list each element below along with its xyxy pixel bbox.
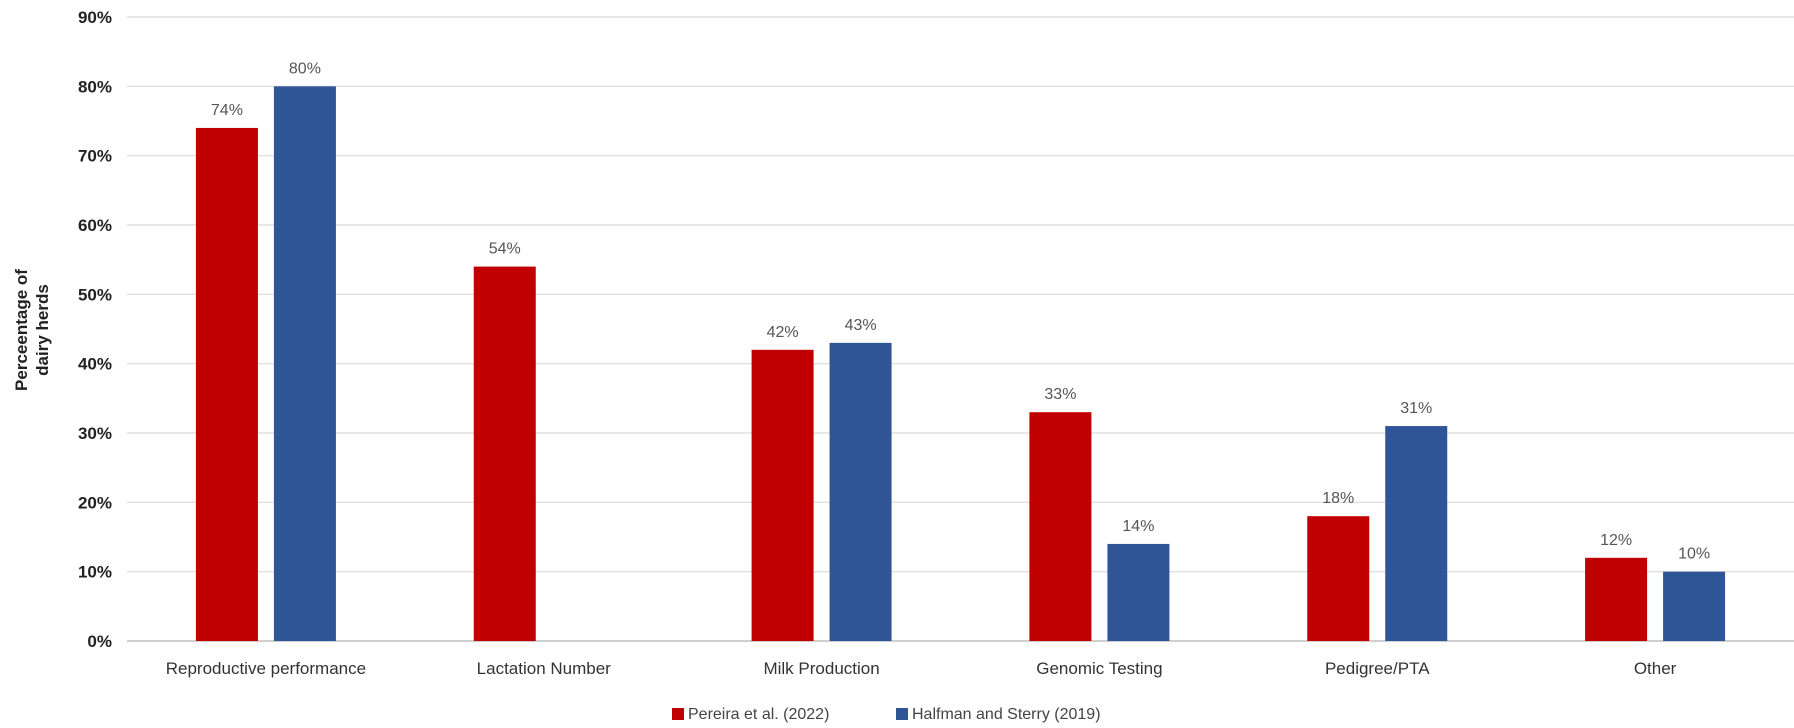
y-tick-label: 60% <box>78 216 112 235</box>
x-axis-ticks: Reproductive performance Lactation Number… <box>166 659 1677 678</box>
data-label: 10% <box>1678 546 1710 563</box>
bar-pereira <box>1307 516 1370 641</box>
data-label: 80% <box>289 60 321 77</box>
bar-pereira <box>473 266 536 641</box>
legend-swatch-pereira <box>672 708 684 720</box>
x-tick-label: Lactation Number <box>477 659 612 678</box>
legend-swatch-halfman <box>896 708 908 720</box>
y-tick-label: 40% <box>78 355 112 374</box>
x-tick-label: Genomic Testing <box>1036 659 1162 678</box>
x-tick-label: Reproductive performance <box>166 659 366 678</box>
data-label: 31% <box>1400 400 1432 417</box>
y-axis-label: Perceentage of dairy herds <box>12 269 52 391</box>
data-label: 14% <box>1122 518 1154 535</box>
bars <box>195 86 1726 642</box>
gridlines <box>127 16 1794 642</box>
data-label: 74% <box>211 102 243 119</box>
bar-halfman <box>1107 543 1170 641</box>
y-tick-label: 20% <box>78 493 112 512</box>
x-tick-label: Milk Production <box>763 659 879 678</box>
y-tick-label: 0% <box>87 632 112 651</box>
legend-label-pereira: Pereira et al. (2022) <box>688 706 829 723</box>
data-label: 12% <box>1600 532 1632 549</box>
x-tick-label: Pedigree/PTA <box>1325 659 1430 678</box>
y-tick-label: 10% <box>78 563 112 582</box>
data-label: 18% <box>1322 490 1354 507</box>
bar-halfman <box>1663 571 1726 641</box>
bar-pereira <box>195 127 258 641</box>
bar-pereira <box>1029 412 1092 641</box>
y-tick-label: 90% <box>78 8 112 27</box>
data-label: 42% <box>767 324 799 341</box>
legend-label-halfman: Halfman and Sterry (2019) <box>912 706 1101 723</box>
y-axis-label-line-1: Perceentage of <box>12 269 31 391</box>
y-tick-label: 80% <box>78 77 112 96</box>
bar-pereira <box>751 349 814 641</box>
x-tick-label: Other <box>1634 659 1677 678</box>
data-label: 54% <box>489 241 521 258</box>
y-tick-label: 70% <box>78 147 112 166</box>
y-tick-label: 30% <box>78 424 112 443</box>
data-labels: 74% 80% 54% 42% 43% 33% 14% 18% 31% 12% 10% <box>211 60 1710 562</box>
data-label: 43% <box>845 317 877 334</box>
bar-halfman <box>1385 426 1448 641</box>
bar-halfman <box>829 342 892 641</box>
y-axis-label-line-2: dairy herds <box>33 284 52 376</box>
legend: Pereira et al. (2022) Halfman and Sterry… <box>672 706 1101 723</box>
bar-pereira <box>1585 557 1648 641</box>
data-label: 33% <box>1044 386 1076 403</box>
y-tick-label: 50% <box>78 285 112 304</box>
y-axis-ticks: 0% 10% 20% 30% 40% 50% 60% 70% 80% 90% <box>78 8 112 651</box>
bar-halfman <box>273 86 336 642</box>
